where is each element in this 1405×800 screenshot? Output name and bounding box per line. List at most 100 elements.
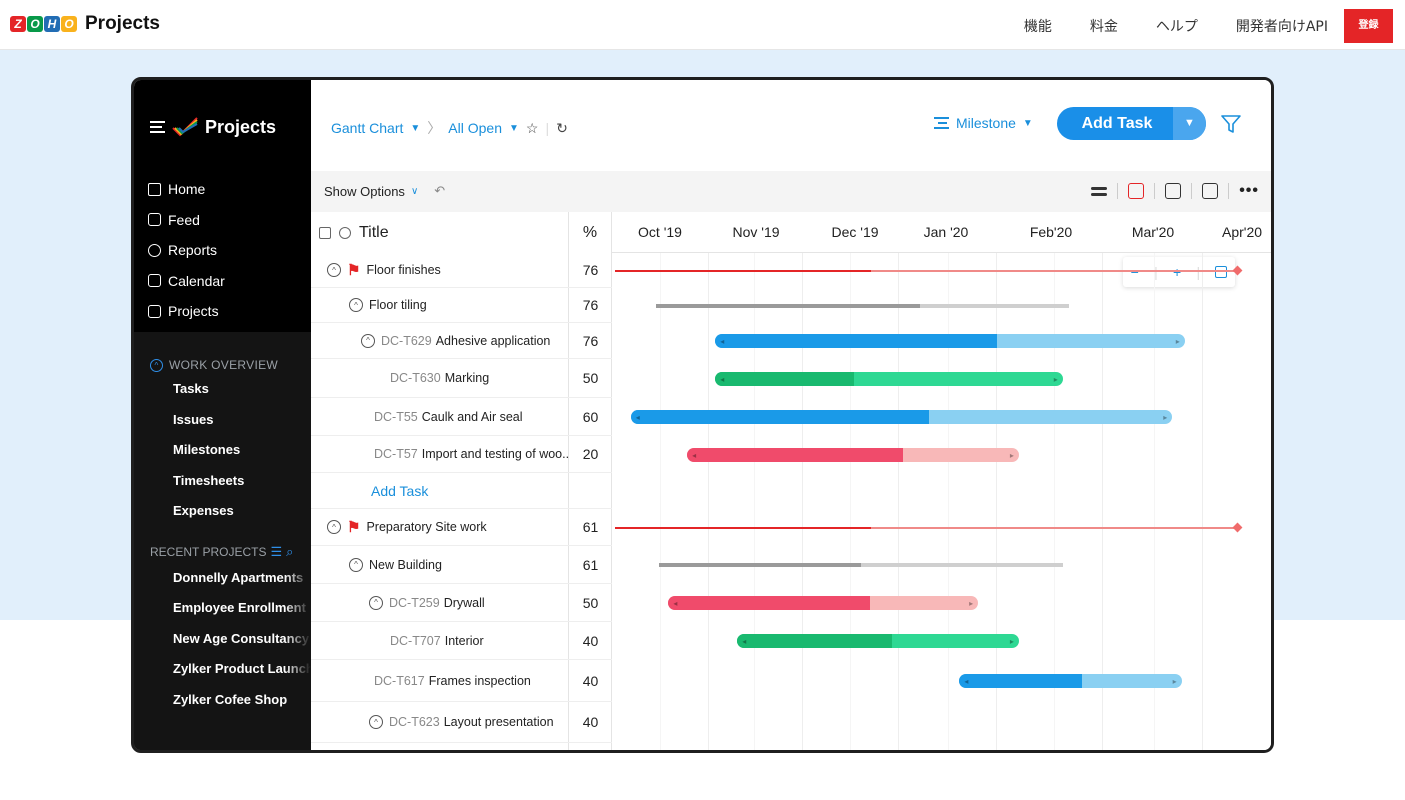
sidebar-item-timesheets[interactable]: Timesheets <box>173 472 245 488</box>
star-icon[interactable]: ☆ <box>525 119 539 136</box>
table-row[interactable]: ^ New Building <box>311 546 569 584</box>
resize-handle-right[interactable]: ▸ <box>1175 337 1180 346</box>
task-bar[interactable]: ◂ ▸ <box>715 334 1185 348</box>
sidebar-main-nav: Home Feed Reports Calendar Projects <box>134 174 311 327</box>
resize-handle-left[interactable]: ◂ <box>692 450 697 460</box>
nav-link-features[interactable]: 機能 <box>1023 19 1052 35</box>
site-links: 機能 料金 ヘルプ 開発者向けAPI 登録 <box>1024 9 1393 43</box>
sidebar-item-reports[interactable]: Reports <box>148 235 311 266</box>
add-task-link[interactable]: Add Task <box>371 482 429 499</box>
group-bar[interactable] <box>658 563 1063 567</box>
add-task-dropdown-icon[interactable]: ▼ <box>1173 107 1206 140</box>
collapse-all-icon[interactable] <box>339 226 351 239</box>
nav-link-developer-api[interactable]: 開発者向けAPI <box>1235 19 1328 35</box>
task-name: Adhesive application <box>435 333 551 348</box>
expand-icon[interactable] <box>1202 183 1219 199</box>
table-row[interactable]: ^ Floor tiling <box>311 288 569 323</box>
recent-project-item[interactable]: New Age Consultancy <box>173 630 310 646</box>
resize-handle-right[interactable]: ▸ <box>969 599 974 608</box>
resize-handle-right[interactable]: ▸ <box>1009 637 1014 646</box>
sidebar-item-projects[interactable]: Projects <box>148 296 311 327</box>
collapse-icon[interactable]: ^ <box>369 715 383 729</box>
resize-handle-left[interactable]: ◂ <box>720 337 725 346</box>
view-selector[interactable]: Gantt Chart <box>331 120 404 136</box>
more-icon[interactable]: ••• <box>1239 182 1259 199</box>
task-id: DC-T57 <box>374 447 418 461</box>
resize-handle-left[interactable]: ◂ <box>964 677 969 686</box>
refresh-icon[interactable]: ↻ <box>556 119 568 136</box>
sidebar-item-tasks[interactable]: Tasks <box>173 381 209 396</box>
nav-link-pricing[interactable]: 料金 <box>1089 19 1118 35</box>
filter-sliders-icon[interactable]: ☰ <box>270 543 283 559</box>
recent-project-item[interactable]: Employee Enrollment <box>173 600 306 615</box>
sidebar-item-expenses[interactable]: Expenses <box>173 503 234 518</box>
task-bar[interactable]: ◂ ▸ <box>630 410 1173 424</box>
resize-handle-left[interactable]: ◂ <box>742 637 747 646</box>
table-row[interactable]: ^ ⚑ Preparatory Site work <box>311 509 569 546</box>
table-row[interactable]: DC-T55 Caulk and Air seal <box>311 398 569 436</box>
recent-project-item[interactable]: Zylker Product Launch <box>173 661 311 676</box>
percent-cell: 76 <box>569 288 612 323</box>
collapse-icon[interactable]: ^ <box>327 263 341 277</box>
zoom-out-icon[interactable]: − <box>1130 264 1139 280</box>
resize-handle-right[interactable]: ▸ <box>1172 677 1177 686</box>
collapse-icon[interactable]: ^ <box>361 333 375 348</box>
table-row[interactable]: ^ DC-T629 Adhesive application <box>311 323 569 359</box>
milestone-diamond[interactable] <box>1232 522 1243 533</box>
brand[interactable]: Z O H O Projects <box>10 13 160 35</box>
table-row[interactable]: ^ DC-T259 Drywall <box>311 584 569 622</box>
collapse-icon[interactable]: ^ <box>349 298 363 312</box>
task-bar[interactable]: ◂ ▸ <box>668 596 979 610</box>
table-row[interactable]: DC-T617 Frames inspection <box>311 660 569 702</box>
recent-project-item[interactable]: Donnelly Apartments <box>173 569 304 585</box>
hamburger-menu-icon[interactable] <box>150 121 165 133</box>
collapse-icon[interactable]: ^ <box>369 595 383 610</box>
search-icon[interactable]: ⌕ <box>286 543 294 559</box>
filter-selector[interactable]: All Open <box>448 120 502 136</box>
recent-project-item[interactable]: Zylker Cofee Shop <box>173 691 288 707</box>
milestone-bar[interactable] <box>615 526 1238 529</box>
calendar-view-icon[interactable] <box>1165 183 1182 199</box>
undo-icon[interactable]: ↶ <box>434 183 446 198</box>
sidebar-item-issues[interactable]: Issues <box>173 411 214 427</box>
task-bar[interactable]: ◂ ▸ <box>737 634 1019 648</box>
resize-handle-right[interactable]: ▸ <box>1053 374 1058 384</box>
list-view-icon[interactable] <box>1091 183 1108 199</box>
milestone-bar[interactable] <box>615 269 1238 272</box>
table-row[interactable]: ^ DC-T623 Layout presentation <box>311 702 569 743</box>
group-bar[interactable] <box>655 303 1069 308</box>
percent-header: % <box>582 224 598 241</box>
sidebar-item-milestones[interactable]: Milestones <box>173 442 241 457</box>
sidebar-item-home[interactable]: Home <box>148 174 311 205</box>
add-task-button[interactable]: Add Task ▼ <box>1057 107 1206 140</box>
gantt-view-icon[interactable] <box>1128 183 1145 199</box>
sidebar-item-calendar[interactable]: Calendar <box>148 266 311 297</box>
milestone-selector[interactable]: Milestone ▼ <box>934 115 1033 131</box>
task-bar[interactable]: ◂ ▸ <box>715 371 1063 386</box>
resize-handle-left[interactable]: ◂ <box>720 374 725 384</box>
nav-link-help[interactable]: ヘルプ <box>1155 19 1198 35</box>
resize-handle-right[interactable]: ▸ <box>1009 450 1014 460</box>
add-task-row[interactable]: Add Task <box>311 473 569 509</box>
collapse-icon[interactable]: ^ <box>349 557 363 572</box>
resize-handle-left[interactable]: ◂ <box>673 599 678 608</box>
fit-to-screen-icon[interactable] <box>1215 266 1228 278</box>
table-row[interactable]: DC-T630 Marking <box>311 359 569 398</box>
resize-handle-right[interactable]: ▸ <box>1163 413 1168 422</box>
resize-handle-left[interactable]: ◂ <box>635 413 640 422</box>
table-row[interactable]: DC-T707 Interior <box>311 622 569 660</box>
work-overview-header[interactable]: ^ WORK OVERVIEW <box>134 356 311 374</box>
table-settings-icon[interactable] <box>319 226 331 239</box>
task-bar[interactable]: ◂ ▸ <box>687 447 1019 462</box>
milestone-flag-icon: ⚑ <box>347 262 361 279</box>
sidebar-item-feed[interactable]: Feed <box>148 205 311 236</box>
filter-icon[interactable] <box>1219 112 1243 136</box>
show-options-button[interactable]: Show Options ∨ ↶ <box>324 183 446 199</box>
month-label: Dec '19 <box>831 224 879 240</box>
collapse-icon[interactable]: ^ <box>327 520 341 534</box>
task-bar[interactable]: ◂ ▸ <box>959 674 1182 688</box>
zoom-in-icon[interactable]: + <box>1172 264 1182 280</box>
signup-button[interactable]: 登録 <box>1344 9 1393 43</box>
table-row[interactable]: DC-T57 Import and testing of woo.. <box>311 436 569 473</box>
table-row[interactable]: ^ ⚑ Floor finishes <box>311 253 569 288</box>
